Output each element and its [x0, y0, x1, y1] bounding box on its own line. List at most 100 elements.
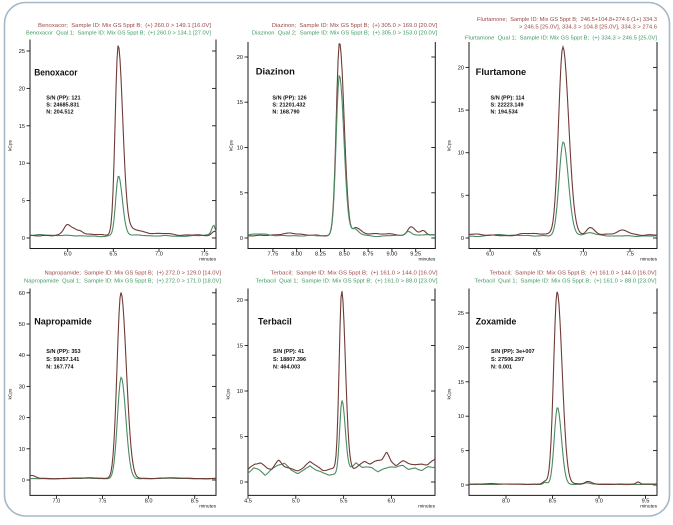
- svg-text:minutes: minutes: [199, 504, 216, 510]
- svg-text:Napropamide Qual 1; Sample I: Napropamide Qual 1; Sample ID: Mix GS 5p…: [24, 278, 221, 284]
- svg-text:minutes: minutes: [199, 257, 216, 263]
- svg-text:S/N (PP): 121: S/N (PP): 121: [46, 95, 80, 101]
- svg-text:8.5: 8.5: [191, 499, 199, 505]
- svg-text:10: 10: [237, 146, 243, 152]
- svg-text:15: 15: [458, 108, 464, 114]
- svg-text:Napropamide; Sample ID: Mix G: Napropamide; Sample ID: Mix GS 5ppt B; (…: [45, 270, 222, 276]
- svg-text:30: 30: [19, 384, 25, 390]
- svg-text:5.0: 5.0: [292, 499, 300, 505]
- svg-text:5: 5: [461, 193, 464, 199]
- svg-text:S/N (PP): 3e+007: S/N (PP): 3e+007: [491, 349, 535, 355]
- svg-text:S: 18807.396: S: 18807.396: [273, 357, 306, 363]
- svg-text:10: 10: [458, 151, 464, 157]
- svg-text:Napropamide: Napropamide: [34, 317, 92, 327]
- svg-text:0: 0: [461, 483, 464, 489]
- svg-text:9.5: 9.5: [642, 499, 650, 505]
- svg-text:8.25: 8.25: [315, 252, 326, 258]
- svg-text:10: 10: [19, 161, 25, 167]
- svg-text:20: 20: [458, 65, 464, 71]
- svg-text:10: 10: [458, 414, 464, 420]
- svg-text:7.0: 7.0: [580, 252, 588, 258]
- svg-text:5: 5: [461, 449, 464, 455]
- svg-text:15: 15: [237, 100, 243, 106]
- svg-text:S: 24685.831: S: 24685.831: [46, 102, 79, 108]
- svg-text:kCps: kCps: [8, 139, 14, 151]
- svg-text:Terbacil Qual 1; Sample ID:: Terbacil Qual 1; Sample ID: Mix GS 5ppt …: [475, 278, 657, 284]
- svg-text:0: 0: [240, 480, 243, 486]
- svg-text:N: 194.534: N: 194.534: [491, 110, 519, 116]
- svg-text:kCps: kCps: [226, 388, 232, 400]
- svg-text:5: 5: [22, 199, 25, 205]
- svg-text:minutes: minutes: [640, 504, 657, 510]
- svg-text:S: 27506.297: S: 27506.297: [491, 357, 524, 363]
- svg-text:Flurtamone Qual 1; Sample ID: Flurtamone Qual 1; Sample ID: Mix GS 5pp…: [465, 36, 657, 42]
- svg-text:N: 167.774: N: 167.774: [46, 365, 74, 371]
- svg-text:8.5: 8.5: [549, 499, 557, 505]
- svg-text:25: 25: [19, 49, 25, 55]
- svg-text:Benoxacor: Benoxacor: [34, 67, 78, 77]
- svg-text:20: 20: [458, 345, 464, 351]
- svg-text:8.75: 8.75: [363, 252, 374, 258]
- svg-text:20: 20: [237, 55, 243, 61]
- svg-text:25: 25: [458, 311, 464, 317]
- svg-text:N: 0.001: N: 0.001: [491, 365, 512, 371]
- svg-text:20: 20: [237, 298, 243, 304]
- svg-text:9.25: 9.25: [410, 252, 421, 258]
- svg-text:0: 0: [22, 478, 25, 484]
- svg-text:6.5: 6.5: [109, 252, 117, 258]
- svg-text:5.5: 5.5: [340, 499, 348, 505]
- svg-text:60: 60: [19, 291, 25, 297]
- svg-text:9.00: 9.00: [386, 252, 397, 258]
- svg-text:Diazinon; Sample ID: Mix GS 5: Diazinon; Sample ID: Mix GS 5ppt B; (+) …: [272, 23, 438, 29]
- svg-text:kCps: kCps: [229, 139, 235, 151]
- svg-text:Flurtamone; Sample ID: Mix GS: Flurtamone; Sample ID: Mix GS 5ppt B; 24…: [477, 17, 657, 23]
- svg-text:Flurtamone: Flurtamone: [476, 67, 527, 77]
- svg-text:7.0: 7.0: [53, 499, 61, 505]
- svg-text:Terbacil; Sample ID: Mix GS 5: Terbacil; Sample ID: Mix GS 5ppt B; (+) …: [490, 270, 657, 276]
- svg-text:N: 168.790: N: 168.790: [272, 110, 299, 116]
- svg-text:Benoxacor; Sample ID: Mix GS: Benoxacor; Sample ID: Mix GS 5ppt B; (+)…: [38, 23, 211, 29]
- svg-text:S/N (PP): 126: S/N (PP): 126: [272, 95, 306, 101]
- svg-text:40: 40: [19, 353, 25, 359]
- svg-text:4.5: 4.5: [244, 499, 252, 505]
- svg-text:9.0: 9.0: [595, 499, 603, 505]
- svg-text:6.5: 6.5: [533, 252, 541, 258]
- svg-text:S: 21201.432: S: 21201.432: [272, 102, 305, 108]
- svg-text:N: 204.512: N: 204.512: [46, 110, 73, 116]
- svg-text:Diazinon Qual 2; Sample ID:: Diazinon Qual 2; Sample ID: Mix GS 5ppt …: [252, 30, 438, 36]
- svg-text:kCps: kCps: [8, 388, 14, 400]
- svg-text:15: 15: [237, 344, 243, 350]
- svg-text:kCps: kCps: [447, 139, 453, 151]
- svg-text:5: 5: [240, 191, 243, 197]
- svg-text:Benoxacor Qual 1; Sample ID:: Benoxacor Qual 1; Sample ID: Mix GS 5ppt…: [26, 30, 211, 36]
- svg-text:minutes: minutes: [640, 257, 657, 263]
- svg-text:0: 0: [22, 236, 25, 242]
- svg-text:S: 22223.149: S: 22223.149: [491, 102, 524, 108]
- svg-text:Terbacil Qual 1; Sample ID:: Terbacil Qual 1; Sample ID: Mix GS 5ppt …: [256, 278, 438, 284]
- svg-text:S/N (PP): 353: S/N (PP): 353: [46, 349, 80, 355]
- svg-text:15: 15: [458, 380, 464, 386]
- svg-text:7.75: 7.75: [267, 252, 278, 258]
- svg-text:Terbacil; Sample ID: Mix GS 5: Terbacil; Sample ID: Mix GS 5ppt B; (+) …: [271, 270, 438, 276]
- svg-text:50: 50: [19, 322, 25, 328]
- svg-text:0: 0: [240, 236, 243, 242]
- svg-text:20: 20: [19, 86, 25, 92]
- svg-text:15: 15: [19, 124, 25, 130]
- svg-text:> 246.5 [25.0V], 334.3 > 104.8: > 246.5 [25.0V], 334.3 > 104.8 [25.0V], …: [519, 24, 657, 30]
- svg-text:Diazinon: Diazinon: [256, 67, 295, 77]
- svg-text:7.0: 7.0: [155, 252, 163, 258]
- svg-text:6.0: 6.0: [64, 252, 72, 258]
- svg-text:minutes: minutes: [418, 504, 435, 510]
- svg-text:S/N (PP): 114: S/N (PP): 114: [491, 95, 526, 101]
- svg-text:7.5: 7.5: [201, 252, 209, 258]
- svg-text:Zoxamide: Zoxamide: [476, 316, 517, 326]
- svg-text:Terbacil: Terbacil: [258, 317, 292, 327]
- svg-text:minutes: minutes: [419, 257, 436, 263]
- svg-text:S/N (PP): 41: S/N (PP): 41: [273, 349, 304, 355]
- svg-text:N: 464.003: N: 464.003: [273, 365, 300, 371]
- svg-text:0: 0: [461, 236, 464, 242]
- svg-text:5: 5: [240, 435, 243, 441]
- svg-text:8.50: 8.50: [339, 252, 350, 258]
- svg-text:10: 10: [19, 447, 25, 453]
- svg-text:kCps: kCps: [447, 388, 453, 400]
